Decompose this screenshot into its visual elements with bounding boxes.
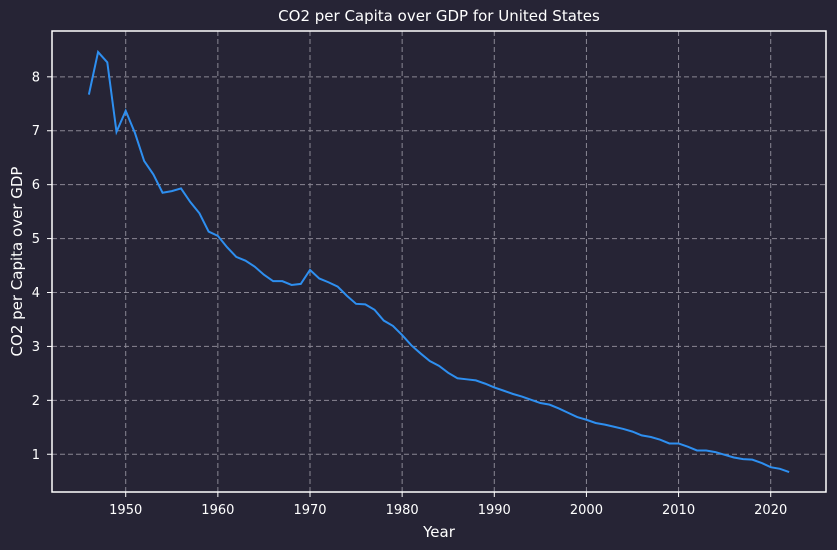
x-tick-label: 1960 [201,503,234,518]
x-axis-label: Year [422,523,456,541]
y-tick-label: 7 [32,124,40,139]
y-axis-label: CO2 per Capita over GDP [8,167,26,357]
y-tick-label: 5 [32,232,40,247]
x-axis-ticks: 1950 1960 1970 1980 1990 2000 2010 2020 [109,492,787,518]
grid-lines [52,31,826,492]
x-tick-label: 1980 [386,503,419,518]
y-tick-label: 6 [32,178,40,193]
x-tick-label: 2010 [662,503,695,518]
y-tick-label: 2 [32,394,40,409]
y-tick-label: 4 [32,286,40,301]
x-tick-label: 1950 [109,503,142,518]
x-tick-label: 1990 [478,503,511,518]
y-axis-ticks: 1 2 3 4 5 6 7 8 [32,70,52,463]
axes-frame [51,30,827,493]
x-tick-label: 2020 [754,503,787,518]
chart-title: CO2 per Capita over GDP for United State… [278,7,600,25]
x-tick-label: 1970 [293,503,326,518]
y-tick-label: 1 [32,448,40,463]
co2-per-capita-line [87,49,790,473]
y-tick-label: 3 [32,340,40,355]
y-tick-label: 8 [32,70,40,85]
x-tick-label: 2000 [570,503,603,518]
